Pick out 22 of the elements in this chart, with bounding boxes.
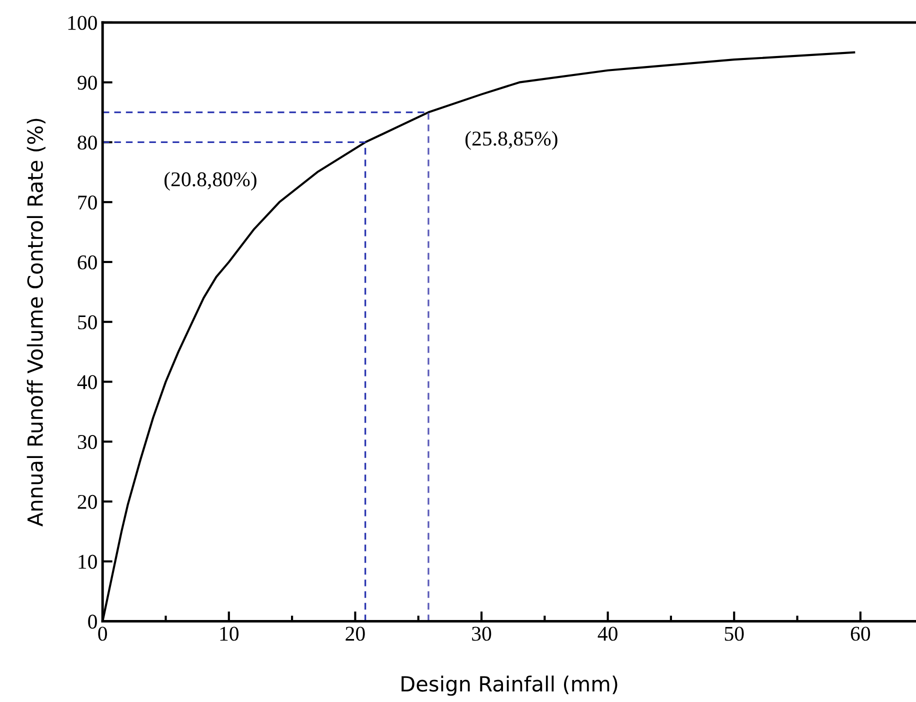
y-tick-label: 20 xyxy=(78,494,97,509)
x-tick-label: 20 xyxy=(346,626,365,641)
x-tick-label: 0 xyxy=(98,626,108,641)
x-axis-title: Design Rainfall (mm) xyxy=(402,676,618,696)
y-axis-title: Annual Runoff Volume Control Rate (%) xyxy=(26,118,46,526)
x-tick-label: 40 xyxy=(598,626,618,641)
y-tick-label: 100 xyxy=(68,16,97,30)
x-tick-label: 30 xyxy=(472,626,492,641)
x-tick-label: 50 xyxy=(724,626,744,641)
y-tick-label: 30 xyxy=(78,435,97,450)
y-tick-label: 70 xyxy=(78,195,97,210)
x-tick-label: 10 xyxy=(220,626,239,641)
y-tick-label: 40 xyxy=(77,375,97,390)
y-tick-label: 50 xyxy=(78,315,97,330)
annotation: (20.8,80%) xyxy=(164,172,256,191)
annotation: (25.8,85%) xyxy=(465,130,558,150)
y-tick-label: 0 xyxy=(88,614,97,629)
y-tick-label: 60 xyxy=(78,255,97,270)
x-tick-label: 60 xyxy=(850,626,870,641)
y-tick-label: 80 xyxy=(78,136,97,150)
y-tick-label: 90 xyxy=(78,76,97,90)
y-tick-label: 10 xyxy=(78,554,97,569)
